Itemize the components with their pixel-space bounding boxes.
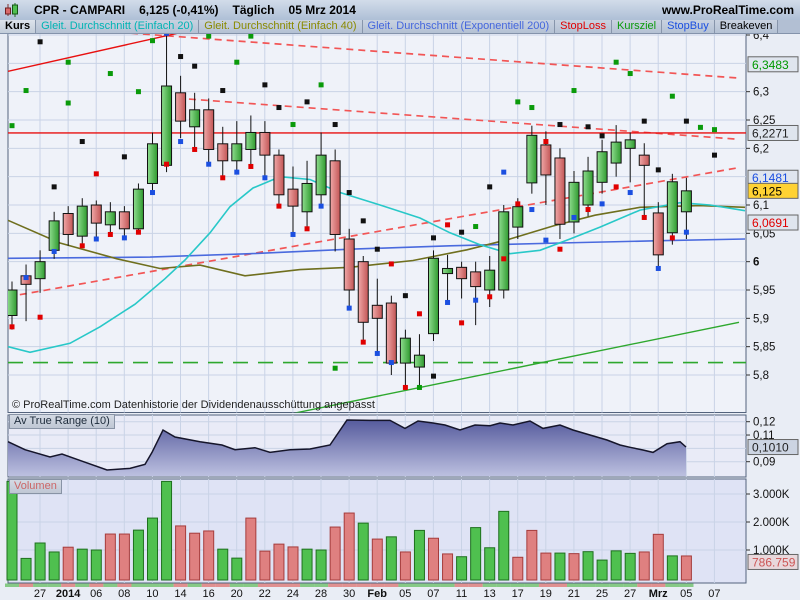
y-axis-label: 6,05: [753, 228, 775, 240]
y-axis-label: 0,12: [753, 417, 775, 429]
toolbar-item-stoploss[interactable]: StopLoss: [555, 20, 612, 33]
instrument-title: CPR - CAMPARI: [34, 3, 126, 17]
indicator-toolbar: Kurs Gleit. Durchschnitt (Einfach 20) Glei…: [0, 20, 800, 34]
y-axis-label: 5,9: [753, 313, 769, 325]
x-axis-label: 21: [568, 588, 580, 600]
x-axis-label: 05: [680, 588, 692, 600]
x-axis-label: 24: [287, 588, 299, 600]
y-axis-label: 5,95: [753, 285, 775, 297]
x-axis-label: 07: [427, 588, 439, 600]
volume-panel-title: Volumen: [9, 479, 62, 494]
y-axis-label: 6,1: [753, 200, 769, 212]
y-axis-label: 6,25: [753, 115, 775, 127]
x-axis-label: 08: [118, 588, 130, 600]
price-value-box: 6,3483: [752, 58, 789, 72]
toolbar-item-kurs[interactable]: Kurs: [0, 20, 37, 33]
price-value-box: 6,1481: [752, 171, 789, 185]
x-axis-label: 05: [399, 588, 411, 600]
x-axis-label: 07: [708, 588, 720, 600]
x-axis-label: 19: [540, 588, 552, 600]
toolbar-item-kursziel[interactable]: Kursziel: [612, 20, 663, 33]
atr-panel: [7, 419, 687, 476]
price-value-box: 6,0691: [752, 216, 789, 230]
y-axis-label: 0,09: [753, 457, 775, 469]
last-price: 6,125 (-0,41%): [139, 3, 219, 17]
price-value-box: 786.759: [752, 555, 796, 569]
title-bar: CPR - CAMPARI 6,125 (-0,41%) Täglich 05 …: [0, 0, 800, 21]
y-axis-label: 5,85: [753, 342, 775, 354]
x-axis-label: 2014: [56, 588, 81, 600]
x-axis-label: 20: [231, 588, 243, 600]
x-axis-label: 25: [596, 588, 608, 600]
x-axis-label: 17: [512, 588, 524, 600]
x-axis-label: 30: [343, 588, 355, 600]
date-label: 05 Mrz 2014: [288, 3, 356, 17]
x-axis-label: 13: [483, 588, 495, 600]
y-axis-label: 5,8: [753, 370, 769, 382]
price-value-box: 6,125: [752, 184, 782, 198]
x-axis-label: 28: [315, 588, 327, 600]
x-axis-label: Mrz: [649, 588, 668, 600]
y-axis-label: 3.000K: [753, 489, 790, 501]
y-axis-label: 6,2: [753, 143, 769, 155]
volume-panel: [6, 480, 692, 581]
toolbar-item-gleit-durchschnitt-einfach-40-[interactable]: Gleit. Durchschnitt (Einfach 40): [199, 20, 363, 33]
atr-panel-title: Av True Range (10): [9, 414, 115, 429]
x-axis-label: 11: [456, 588, 467, 600]
copyright-watermark: © ProRealTime.com Datenhistorie der Divi…: [12, 399, 375, 411]
y-axis-label: 6: [753, 257, 759, 269]
y-axis-label: 6,3: [753, 87, 769, 99]
candlestick-icon: [5, 3, 18, 17]
x-axis-label: 22: [259, 588, 271, 600]
toolbar-item-gleit-durchschnitt-exponentiell-200-[interactable]: Gleit. Durchschnitt (Exponentiell 200): [362, 20, 556, 33]
timeframe-label: Täglich: [232, 3, 275, 17]
x-axis-label: 14: [174, 588, 186, 600]
price-value-box: 0,1010: [752, 441, 789, 455]
x-axis-label: 27: [624, 588, 636, 600]
x-axis-label: Feb: [367, 588, 387, 600]
price-change: (-0,41%): [172, 3, 219, 17]
x-axis-label: 06: [90, 588, 102, 600]
toolbar-item-gleit-durchschnitt-einfach-20-[interactable]: Gleit. Durchschnitt (Einfach 20): [36, 20, 200, 33]
toolbar-item-stopbuy[interactable]: StopBuy: [662, 20, 715, 33]
price-value-box: 6,2271: [752, 126, 789, 140]
x-axis-label: 16: [202, 588, 214, 600]
prorealtime-link[interactable]: www.ProRealTime.com: [661, 3, 794, 17]
y-axis-label: 2.000K: [753, 517, 790, 529]
x-axis-label: 27: [34, 588, 46, 600]
toolbar-item-breakeven[interactable]: Breakeven: [714, 20, 779, 33]
main-price-panel: [8, 33, 746, 413]
x-axis-label: 10: [146, 588, 158, 600]
